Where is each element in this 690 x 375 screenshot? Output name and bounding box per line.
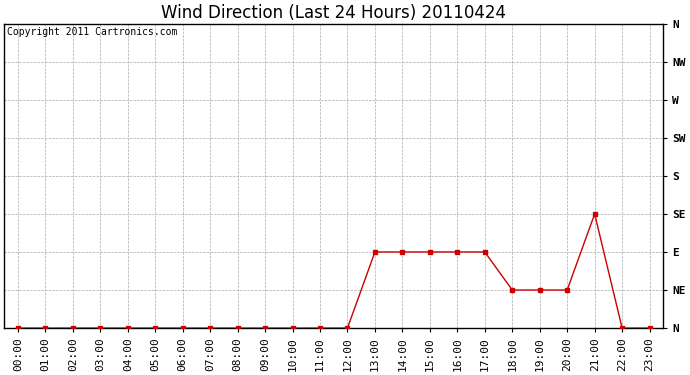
Title: Wind Direction (Last 24 Hours) 20110424: Wind Direction (Last 24 Hours) 20110424 <box>161 4 506 22</box>
Text: Copyright 2011 Cartronics.com: Copyright 2011 Cartronics.com <box>8 27 178 37</box>
